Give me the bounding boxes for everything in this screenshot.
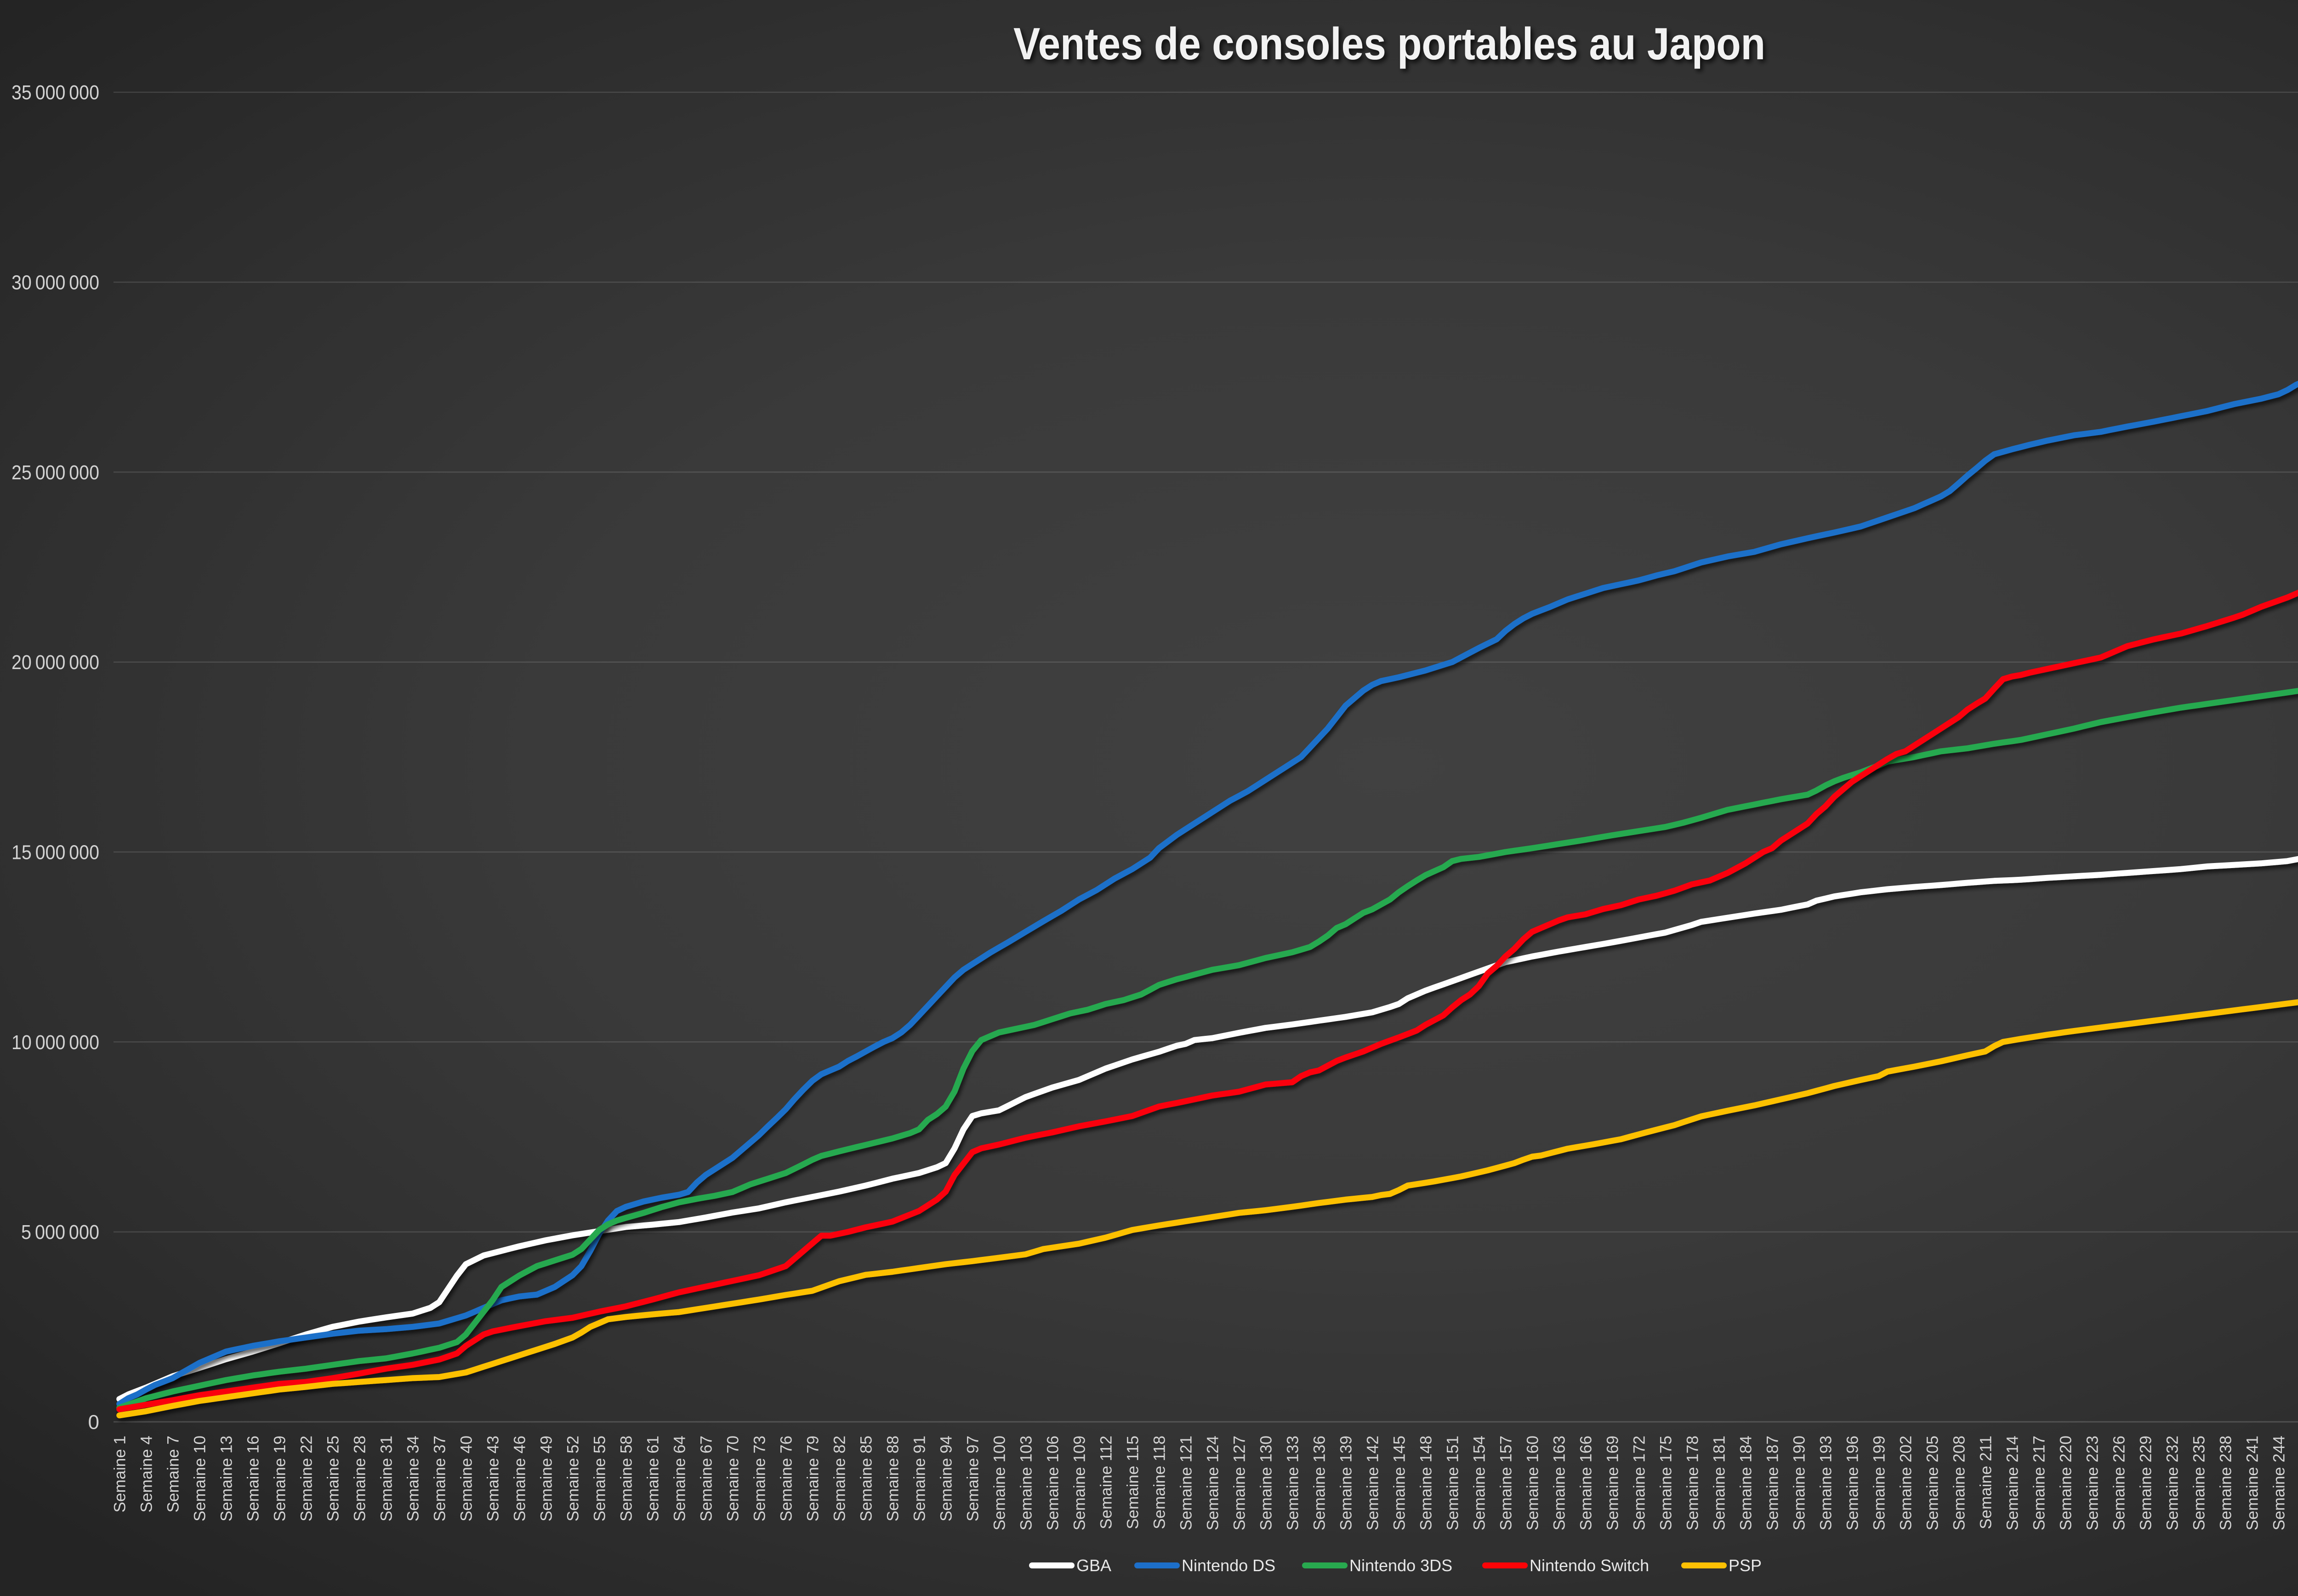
- svg-text:PSP: PSP: [1729, 1556, 1762, 1575]
- svg-text:Semaine 151: Semaine 151: [1444, 1436, 1462, 1530]
- svg-text:Semaine 40: Semaine 40: [458, 1436, 476, 1522]
- svg-text:Semaine 55: Semaine 55: [591, 1436, 609, 1522]
- svg-text:Semaine 190: Semaine 190: [1791, 1436, 1809, 1530]
- svg-text:Semaine 199: Semaine 199: [1871, 1436, 1888, 1530]
- svg-text:Semaine 94: Semaine 94: [938, 1436, 956, 1522]
- svg-text:Semaine 160: Semaine 160: [1524, 1436, 1542, 1530]
- svg-text:0: 0: [88, 1411, 99, 1434]
- svg-text:Semaine 25: Semaine 25: [324, 1436, 342, 1522]
- svg-text:Semaine 82: Semaine 82: [831, 1436, 849, 1522]
- svg-text:Semaine 244: Semaine 244: [2270, 1436, 2288, 1530]
- svg-text:Ventes de consoles portables a: Ventes de consoles portables au Japon: [1013, 18, 1765, 69]
- svg-text:Semaine 217: Semaine 217: [2031, 1436, 2048, 1530]
- svg-text:Semaine 7: Semaine 7: [165, 1436, 182, 1512]
- svg-text:Semaine 148: Semaine 148: [1417, 1436, 1435, 1530]
- svg-text:Nintendo 3DS: Nintendo 3DS: [1349, 1556, 1452, 1575]
- svg-text:Semaine 61: Semaine 61: [644, 1436, 662, 1522]
- svg-text:Semaine 241: Semaine 241: [2244, 1436, 2262, 1530]
- svg-text:Semaine 232: Semaine 232: [2164, 1436, 2182, 1530]
- svg-text:30 000 000: 30 000 000: [11, 272, 99, 294]
- svg-text:Semaine 172: Semaine 172: [1631, 1436, 1649, 1530]
- svg-text:Semaine 145: Semaine 145: [1391, 1436, 1409, 1530]
- svg-text:Semaine 37: Semaine 37: [431, 1436, 449, 1522]
- svg-text:Semaine 88: Semaine 88: [884, 1436, 902, 1522]
- svg-text:Semaine 121: Semaine 121: [1177, 1436, 1195, 1530]
- svg-text:Semaine 139: Semaine 139: [1337, 1436, 1355, 1530]
- svg-text:Semaine 229: Semaine 229: [2137, 1436, 2155, 1530]
- svg-text:Semaine 193: Semaine 193: [1817, 1436, 1835, 1530]
- svg-text:Semaine 187: Semaine 187: [1764, 1436, 1782, 1530]
- svg-text:35 000 000: 35 000 000: [11, 81, 99, 104]
- svg-text:20 000 000: 20 000 000: [11, 651, 99, 674]
- svg-text:Semaine 85: Semaine 85: [858, 1436, 876, 1522]
- svg-text:Semaine 52: Semaine 52: [564, 1436, 582, 1522]
- svg-text:Semaine 73: Semaine 73: [751, 1436, 769, 1522]
- svg-text:Semaine 4: Semaine 4: [138, 1436, 156, 1512]
- svg-text:Semaine 31: Semaine 31: [378, 1436, 396, 1522]
- svg-text:Semaine 247: Semaine 247: [2297, 1436, 2298, 1530]
- svg-text:Semaine 223: Semaine 223: [2084, 1436, 2102, 1530]
- svg-text:Semaine 142: Semaine 142: [1364, 1436, 1382, 1530]
- svg-text:Semaine 184: Semaine 184: [1737, 1436, 1755, 1530]
- svg-text:Semaine 127: Semaine 127: [1231, 1436, 1249, 1530]
- svg-text:Semaine 235: Semaine 235: [2190, 1436, 2208, 1530]
- svg-text:Semaine 58: Semaine 58: [618, 1436, 636, 1522]
- svg-text:Semaine 133: Semaine 133: [1284, 1436, 1302, 1530]
- svg-text:Semaine 97: Semaine 97: [964, 1436, 982, 1522]
- svg-text:5 000 000: 5 000 000: [21, 1221, 99, 1244]
- svg-text:Semaine 169: Semaine 169: [1604, 1436, 1622, 1530]
- svg-text:Semaine 22: Semaine 22: [298, 1436, 316, 1522]
- svg-text:Semaine 76: Semaine 76: [778, 1436, 796, 1522]
- svg-text:Semaine 112: Semaine 112: [1098, 1436, 1115, 1529]
- svg-text:Semaine 205: Semaine 205: [1924, 1436, 1942, 1530]
- svg-text:Semaine 106: Semaine 106: [1044, 1436, 1062, 1530]
- svg-text:Semaine 16: Semaine 16: [245, 1436, 262, 1522]
- svg-text:Semaine 100: Semaine 100: [991, 1436, 1009, 1530]
- svg-text:Semaine 109: Semaine 109: [1071, 1436, 1089, 1530]
- svg-text:Nintendo Switch: Nintendo Switch: [1530, 1556, 1649, 1575]
- svg-text:Semaine 13: Semaine 13: [218, 1436, 236, 1522]
- svg-text:Semaine 196: Semaine 196: [1844, 1436, 1862, 1530]
- svg-text:Semaine 208: Semaine 208: [1951, 1436, 1968, 1530]
- svg-text:25 000 000: 25 000 000: [11, 461, 99, 484]
- svg-text:Semaine 226: Semaine 226: [2110, 1436, 2128, 1530]
- svg-text:Semaine 214: Semaine 214: [2004, 1436, 2022, 1530]
- svg-text:Semaine 115: Semaine 115: [1124, 1436, 1142, 1529]
- svg-text:Semaine 211: Semaine 211: [1977, 1436, 1995, 1529]
- svg-text:Semaine 220: Semaine 220: [2057, 1436, 2075, 1530]
- svg-text:Semaine 10: Semaine 10: [191, 1436, 209, 1522]
- svg-text:Semaine 202: Semaine 202: [1897, 1436, 1915, 1530]
- svg-text:Semaine 124: Semaine 124: [1204, 1436, 1222, 1530]
- svg-text:10 000 000: 10 000 000: [11, 1031, 99, 1054]
- svg-text:Semaine 154: Semaine 154: [1471, 1436, 1489, 1530]
- svg-text:GBA: GBA: [1076, 1556, 1111, 1575]
- svg-text:Semaine 34: Semaine 34: [404, 1436, 422, 1522]
- svg-text:Semaine 70: Semaine 70: [724, 1436, 742, 1522]
- svg-text:Semaine 157: Semaine 157: [1497, 1436, 1515, 1530]
- svg-text:Semaine 163: Semaine 163: [1551, 1436, 1569, 1530]
- svg-text:Semaine 238: Semaine 238: [2217, 1436, 2235, 1530]
- svg-text:Semaine 103: Semaine 103: [1018, 1436, 1035, 1530]
- svg-text:15 000 000: 15 000 000: [11, 841, 99, 864]
- svg-text:Semaine 43: Semaine 43: [484, 1436, 502, 1522]
- svg-text:Semaine 79: Semaine 79: [804, 1436, 822, 1522]
- svg-text:Semaine 130: Semaine 130: [1257, 1436, 1275, 1530]
- svg-text:Semaine 178: Semaine 178: [1684, 1436, 1702, 1530]
- svg-text:Semaine 19: Semaine 19: [271, 1436, 289, 1522]
- svg-text:Nintendo DS: Nintendo DS: [1182, 1556, 1275, 1575]
- svg-text:Semaine 91: Semaine 91: [911, 1436, 929, 1522]
- svg-text:Semaine 64: Semaine 64: [671, 1436, 689, 1522]
- svg-text:Semaine 1: Semaine 1: [111, 1436, 129, 1512]
- svg-text:Semaine 67: Semaine 67: [698, 1436, 716, 1522]
- svg-text:Semaine 46: Semaine 46: [511, 1436, 529, 1522]
- svg-text:Semaine 166: Semaine 166: [1577, 1436, 1595, 1530]
- svg-text:Semaine 136: Semaine 136: [1311, 1436, 1329, 1530]
- svg-text:Semaine 181: Semaine 181: [1711, 1436, 1729, 1530]
- svg-text:Semaine 49: Semaine 49: [538, 1436, 556, 1522]
- svg-text:Semaine 118: Semaine 118: [1151, 1436, 1169, 1529]
- svg-text:Semaine 28: Semaine 28: [351, 1436, 369, 1522]
- svg-text:Semaine 175: Semaine 175: [1657, 1436, 1675, 1530]
